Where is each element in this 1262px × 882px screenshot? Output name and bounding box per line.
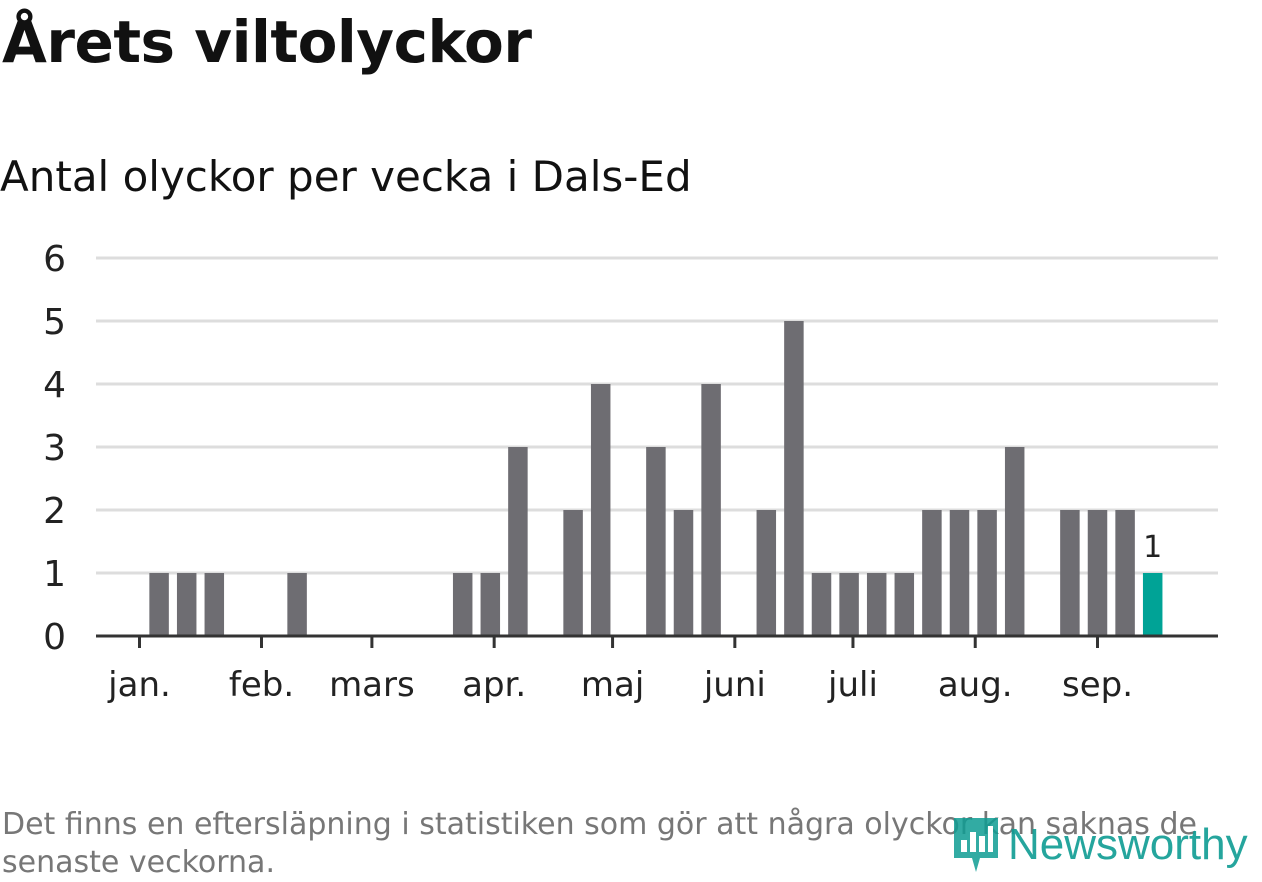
x-tick-label: juli xyxy=(827,665,878,705)
bar xyxy=(1004,447,1025,636)
bar xyxy=(452,573,473,636)
x-tick-label: aug. xyxy=(938,665,1013,705)
chart-title: Årets viltolyckor xyxy=(2,8,532,76)
chart-subtitle: Antal olyckor per vecka i Dals-Ed xyxy=(0,152,692,201)
newsworthy-logo: Newsworthy xyxy=(950,814,1256,876)
bar xyxy=(480,573,501,636)
bar-chart: 0 1 2 3 4 5 6 1 jan. feb. mars apr. maj juni juli aug. s… xyxy=(43,239,1218,705)
bar xyxy=(811,573,832,636)
x-tick-label: apr. xyxy=(462,665,526,705)
bar xyxy=(149,573,169,636)
bar xyxy=(563,510,583,636)
y-tick-label: 3 xyxy=(43,428,66,469)
bar xyxy=(894,573,915,636)
bar xyxy=(204,573,225,636)
bar xyxy=(176,573,197,636)
y-tick-label: 0 xyxy=(43,617,66,658)
bar-chart-logo-icon xyxy=(954,818,998,872)
bar xyxy=(839,573,859,636)
x-tick-label: juni xyxy=(703,665,766,705)
logo-text: Newsworthy xyxy=(1008,820,1248,869)
x-tick-label: feb. xyxy=(229,665,294,705)
x-tick-label: maj xyxy=(581,665,644,705)
bar xyxy=(701,384,721,636)
bar xyxy=(756,510,777,636)
x-tick-label: jan. xyxy=(107,665,171,705)
bar xyxy=(949,510,970,636)
bar xyxy=(1060,510,1080,636)
data-label: 1 xyxy=(1143,530,1162,565)
bar xyxy=(646,447,666,636)
bar-highlight xyxy=(1142,573,1163,636)
bar xyxy=(1115,510,1135,636)
y-tick-label: 6 xyxy=(43,239,66,280)
bar xyxy=(590,384,611,636)
y-tick-label: 1 xyxy=(43,554,66,595)
bar xyxy=(508,447,528,636)
bar xyxy=(922,510,942,636)
bar xyxy=(673,510,694,636)
y-tick-label: 2 xyxy=(43,491,66,532)
bar xyxy=(977,510,997,636)
bar xyxy=(866,573,887,636)
y-tick-label: 5 xyxy=(43,302,66,343)
x-tick-label: mars xyxy=(329,665,415,705)
y-tick-label: 4 xyxy=(43,365,66,406)
bar xyxy=(1087,510,1108,636)
x-tick-label: sep. xyxy=(1062,665,1133,705)
bar xyxy=(287,573,307,636)
bar xyxy=(784,321,804,636)
